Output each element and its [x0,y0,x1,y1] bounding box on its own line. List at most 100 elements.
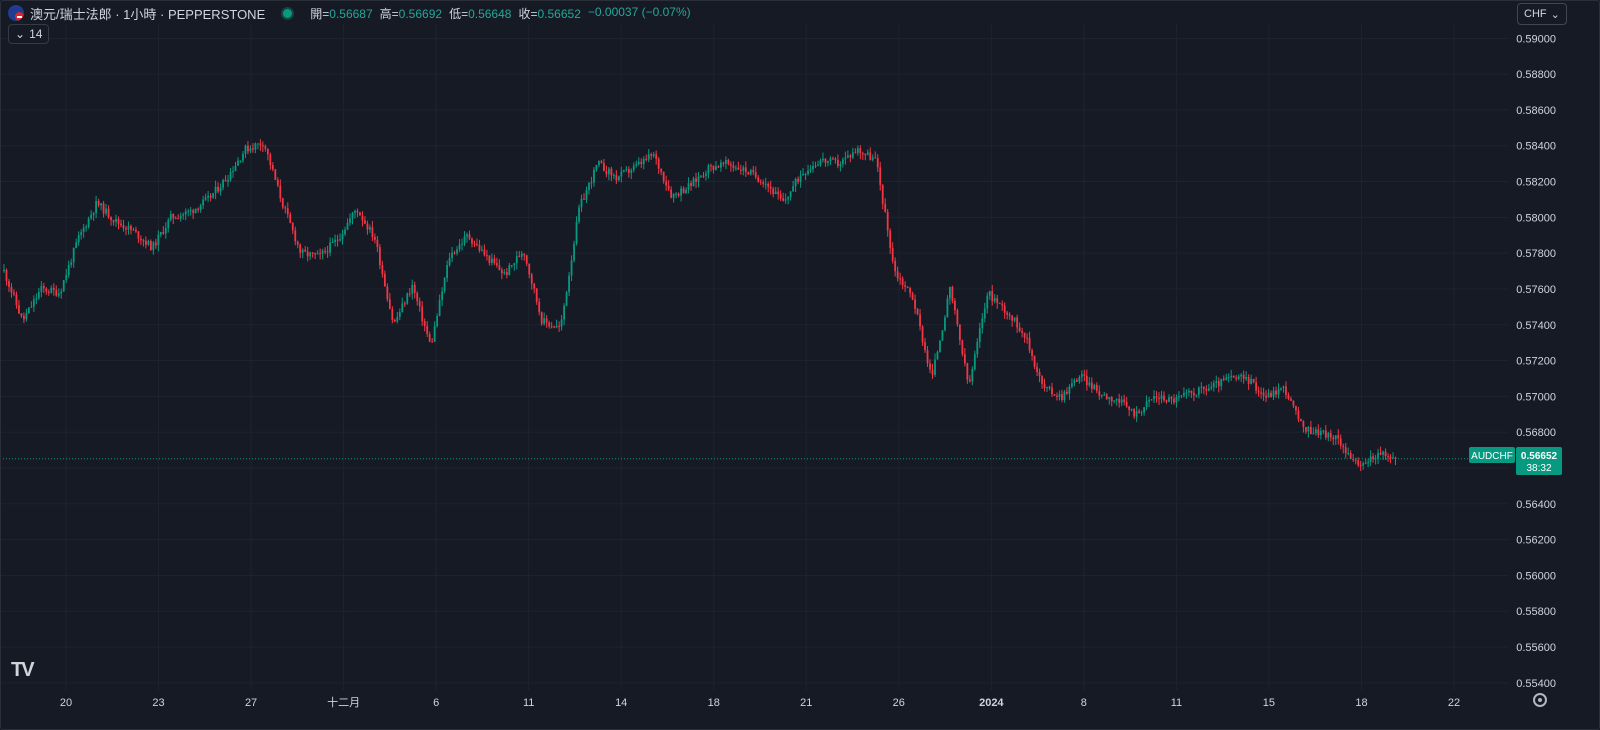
last-price-tag: AUDCHF 0.56652 38:32 [1469,447,1562,475]
candle-body [212,193,214,198]
candle-body [336,239,339,241]
candle-body [184,211,187,215]
candle-body [824,158,827,163]
time-axis[interactable]: 20 23 27 十二月 6 11 14 18 21 26 2024 8 11 15 18 22 [60,695,1460,709]
candle-body [1297,410,1300,420]
candle-body [894,260,897,272]
candle-body [682,188,685,193]
candle-body [1307,426,1310,432]
time-tick-label: 15 [1263,697,1275,709]
ohlc-values: 開=0.56687 高=0.56692 低=0.56648 收=0.56652 … [310,5,690,22]
time-tick-label: 20 [60,697,72,709]
candle-body [1384,451,1387,457]
candle-body [401,303,404,313]
candle-body [1200,386,1203,388]
candle-body [1352,458,1355,460]
candle-body [1202,386,1205,389]
candle-body [172,213,175,219]
time-tick-label: 6 [433,697,439,709]
candle-body [931,369,934,375]
indicators-toggle-button[interactable]: ⌄ 14 [8,24,50,44]
market-status-icon[interactable] [281,6,295,20]
candle-body [839,164,842,166]
candle-body [199,205,202,210]
candle-body [543,318,546,324]
candle-body [1389,456,1392,459]
candle-body [807,170,809,174]
candle-body [224,180,227,182]
gear-icon[interactable] [1533,693,1547,707]
candle-body [1173,398,1175,403]
candle-body [159,232,162,235]
candle-body [1158,397,1160,399]
candle-body [1225,377,1228,380]
candle-body [239,160,242,162]
candle-body [1043,383,1046,389]
tradingview-logo[interactable]: TV [11,659,35,681]
candle-body [366,223,369,230]
candle-body [869,152,872,160]
candle-body [1143,407,1145,413]
candle-body [861,153,864,155]
candle-body [376,239,379,247]
indicator-count: 14 [29,27,43,41]
candle-body [144,240,147,245]
candle-body [1210,387,1213,389]
candle-body [438,300,441,316]
candle-body [23,315,25,320]
candle-body [1285,386,1287,395]
candle-body [976,341,979,355]
candle-body [393,319,396,322]
candle-body [431,341,434,343]
candle-body [344,229,346,234]
candle-body [117,218,120,224]
candle-body [1222,378,1225,380]
candle-body [578,207,580,222]
price-tick-label: 0.55600 [1516,642,1556,654]
time-tick-label: 22 [1448,697,1460,709]
price-tick-label: 0.57400 [1516,320,1556,332]
symbol-title[interactable]: 澳元/瑞士法郎 · 1小時 · PEPPERSTONE [30,6,266,22]
chevron-down-icon: ⌄ [15,27,26,41]
candle-body [600,161,603,164]
price-axis[interactable]: 0.59000 0.58800 0.58600 0.58400 0.58200 0.580… [1516,33,1556,690]
candle-body [762,182,765,185]
candle-body [983,308,986,319]
candle-body [174,218,177,220]
candle-body [1227,377,1230,379]
currency-select-button[interactable]: CHF ⌄ [1517,3,1567,25]
candle-body [946,298,949,318]
candle-body [700,175,702,177]
candle-body [1175,397,1178,403]
candle-body [1275,390,1277,395]
candle-body [361,215,364,221]
candle-body [1105,394,1108,400]
candle-body [386,286,389,300]
candle-body [1053,394,1056,396]
candle-body [164,227,167,234]
candle-body [1150,399,1153,401]
candle-body [968,379,971,382]
candle-body [1280,387,1282,390]
candle-body [1245,377,1248,379]
candle-body [204,197,207,200]
candle-body [981,318,984,329]
symbol-header: 澳元/瑞士法郎 · 1小時 · PEPPERSTONE 開=0.56687 高=… [8,4,691,22]
price-tick-label: 0.55800 [1516,606,1556,618]
candle-body [252,148,254,150]
candle-body [1068,386,1071,394]
candle-body [1103,394,1106,396]
candle-body [585,190,588,200]
candle-body [1006,312,1009,315]
time-tick-label: 23 [152,697,164,709]
candle-body [321,250,324,254]
candle-body [1128,406,1131,411]
candle-body [518,256,521,258]
candle-body [383,273,386,287]
candle-body [154,242,157,246]
candle-body [772,188,775,195]
candle-body [996,298,999,303]
candle-body [538,301,541,313]
candle-body [1220,378,1223,387]
